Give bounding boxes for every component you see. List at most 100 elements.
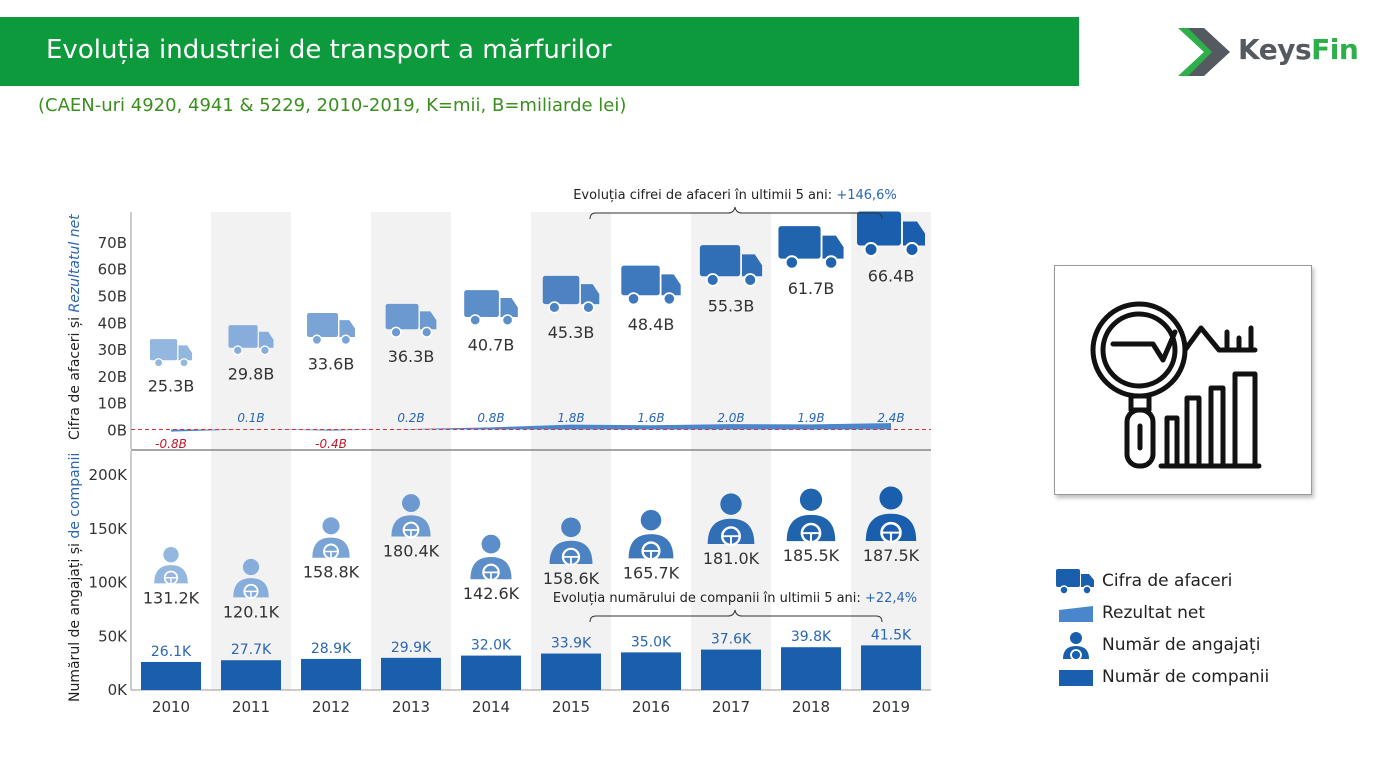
bottom-y-tick-label: 50K	[98, 627, 128, 645]
bottom-y-tick-label: 200K	[89, 466, 129, 484]
truck-icon	[1056, 569, 1094, 595]
top-y-tick-label: 0B	[107, 422, 127, 440]
driver-icon	[628, 509, 674, 561]
column-stripe	[211, 212, 291, 690]
employees-value-label: 181.0K	[703, 549, 760, 568]
net-result-label: -0.4B	[315, 437, 347, 451]
truck-icon	[699, 245, 763, 287]
companies-value-label: 37.6K	[711, 632, 752, 648]
logo-fin-text: Fin	[1311, 33, 1359, 66]
top-y-axis-title: Cifra de afaceri și Rezultatul net	[67, 214, 83, 440]
net-result-label: 0.2B	[397, 411, 424, 425]
combined-chart: 0B 10B 20B 30B 40B 50B 60B 70B -0.8B 0.1B -0.4B 0.2…	[67, 188, 931, 716]
turnover-value-label: 48.4B	[628, 315, 675, 334]
truck-icon	[464, 290, 518, 327]
top-y-tick-label: 60B	[98, 261, 127, 279]
companies-value-label: 33.9K	[551, 636, 592, 652]
x-tick-label: 2013	[392, 698, 430, 716]
x-tick-label: 2016	[632, 698, 670, 716]
employees-value-label: 158.8K	[303, 563, 360, 582]
top-y-tick-label: 30B	[98, 341, 127, 359]
companies-bar	[221, 660, 281, 690]
top-y-tick-label: 70B	[98, 234, 127, 252]
companies-value-label: 27.7K	[231, 642, 272, 658]
driver-icon	[391, 494, 431, 539]
legend-label-rezultat: Rezultat net	[1102, 603, 1205, 623]
net-result-label: 1.6B	[637, 411, 664, 425]
truck-icon	[621, 265, 681, 306]
employees-value-label: 180.4K	[383, 542, 440, 561]
turnover-value-label: 55.3B	[708, 296, 755, 315]
companies-bar	[381, 657, 441, 690]
companies-bar	[301, 658, 361, 690]
legend-label-cifra: Cifra de afaceri	[1102, 571, 1233, 591]
companies-bar	[781, 647, 841, 690]
truck-icon	[778, 226, 844, 270]
turnover-growth-annotation: Evoluția cifrei de afaceri în ultimii 5 …	[573, 188, 897, 203]
employees-value-label: 165.7K	[623, 563, 680, 582]
turnover-value-label: 33.6B	[308, 354, 355, 373]
turnover-value-label: 40.7B	[468, 335, 515, 354]
x-tick-label: 2018	[792, 698, 830, 716]
area-swatch-icon	[1059, 606, 1093, 622]
turnover-value-label: 36.3B	[388, 347, 435, 366]
top-y-tick-label: 50B	[98, 288, 127, 306]
truck-icon	[228, 325, 274, 356]
employees-value-label: 120.1K	[223, 602, 280, 621]
truck-icon	[857, 211, 925, 258]
x-tick-label: 2019	[872, 698, 910, 716]
driver-icon	[786, 488, 836, 544]
page-subtitle: (CAEN-uri 4920, 4941 & 5229, 2010-2019, …	[38, 95, 627, 116]
driver-icon	[470, 534, 512, 582]
companies-bar	[701, 649, 761, 690]
truck-icon	[149, 339, 193, 368]
net-result-label: 1.9B	[797, 411, 824, 425]
logo-keys-text: Keys	[1238, 33, 1312, 66]
driver-icon	[1063, 632, 1089, 660]
driver-icon	[549, 517, 593, 567]
net-result-label: 2.4B	[877, 411, 904, 425]
x-tick-label: 2010	[152, 698, 190, 716]
bar-swatch-icon	[1059, 670, 1093, 686]
companies-value-label: 28.9K	[311, 641, 352, 657]
bottom-y-tick-label: 100K	[89, 574, 129, 592]
companies-bar	[621, 652, 681, 690]
companies-bracket	[589, 609, 883, 623]
bottom-y-tick-label: 150K	[89, 520, 129, 538]
turnover-value-label: 25.3B	[148, 377, 195, 396]
driver-icon	[154, 546, 188, 585]
x-tick-label: 2011	[232, 698, 270, 716]
companies-bar	[141, 661, 201, 690]
column-stripe	[691, 212, 771, 690]
net-result-label: 0.1B	[237, 411, 264, 425]
bottom-y-axis-title: Numărul de angajați și de companii	[67, 453, 83, 702]
turnover-value-label: 45.3B	[548, 323, 595, 342]
title-bar: Evoluția industriei de transport a mărfu…	[0, 17, 1079, 86]
bottom-y-tick-label: 0K	[108, 681, 129, 699]
keysfin-logo: KeysFin	[1176, 24, 1359, 80]
x-tick-label: 2014	[472, 698, 510, 716]
driver-icon	[707, 493, 755, 547]
companies-value-label: 26.1K	[151, 644, 192, 660]
magnifier-chart-icon	[1090, 301, 1262, 469]
column-stripe	[851, 212, 931, 690]
net-result-label: 1.8B	[557, 411, 584, 425]
net-result-label: 0.8B	[477, 411, 504, 425]
truck-icon	[385, 303, 437, 338]
employees-value-label: 185.5K	[783, 546, 840, 565]
x-tick-label: 2017	[712, 698, 750, 716]
truck-icon	[307, 313, 355, 346]
page-title: Evoluția industriei de transport a mărfu…	[46, 35, 612, 65]
companies-bar	[461, 655, 521, 690]
logo-text: KeysFin	[1238, 33, 1359, 66]
top-y-tick-label: 20B	[98, 368, 127, 386]
driver-icon	[312, 517, 350, 560]
x-tick-label: 2012	[312, 698, 350, 716]
driver-icon	[233, 558, 269, 599]
companies-value-label: 39.8K	[791, 629, 832, 645]
net-result-label: 2.0B	[717, 411, 744, 425]
companies-value-label: 32.0K	[471, 638, 512, 654]
employees-value-label: 142.6K	[463, 584, 520, 603]
companies-bar	[861, 645, 921, 690]
employees-value-label: 158.6K	[543, 569, 600, 588]
